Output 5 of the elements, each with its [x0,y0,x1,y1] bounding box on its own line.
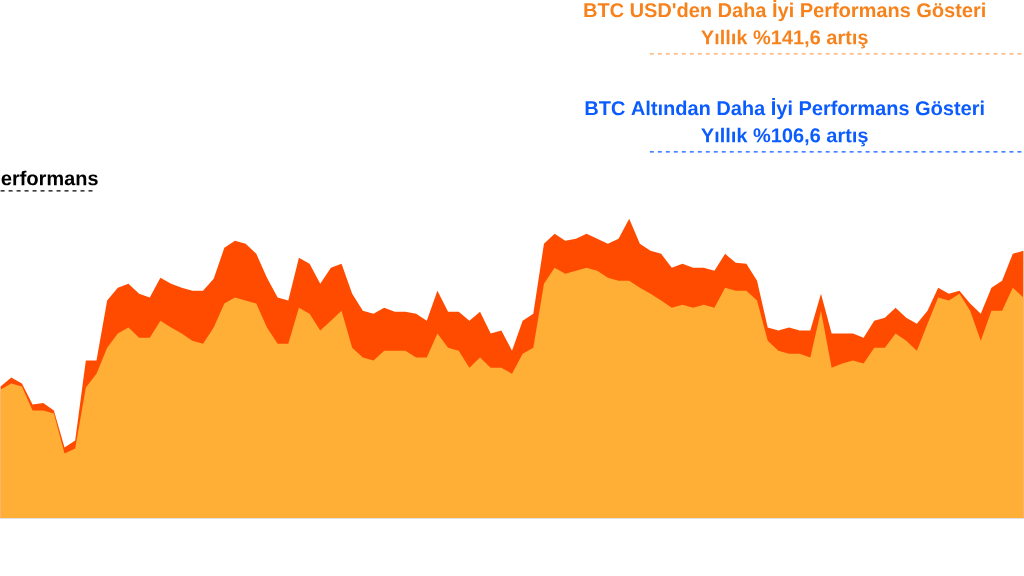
ref-line-label: Yıllık %141,6 artış [701,29,868,49]
ref-line-label: Yıllık %106,6 artış [701,127,868,147]
text: BTC USD'den Daha İyi Performans Gösteri [584,0,985,22]
text: BTC Altından Daha İyi Performans Gösteri [585,97,984,120]
ref-line-label: erformans [1,170,98,186]
